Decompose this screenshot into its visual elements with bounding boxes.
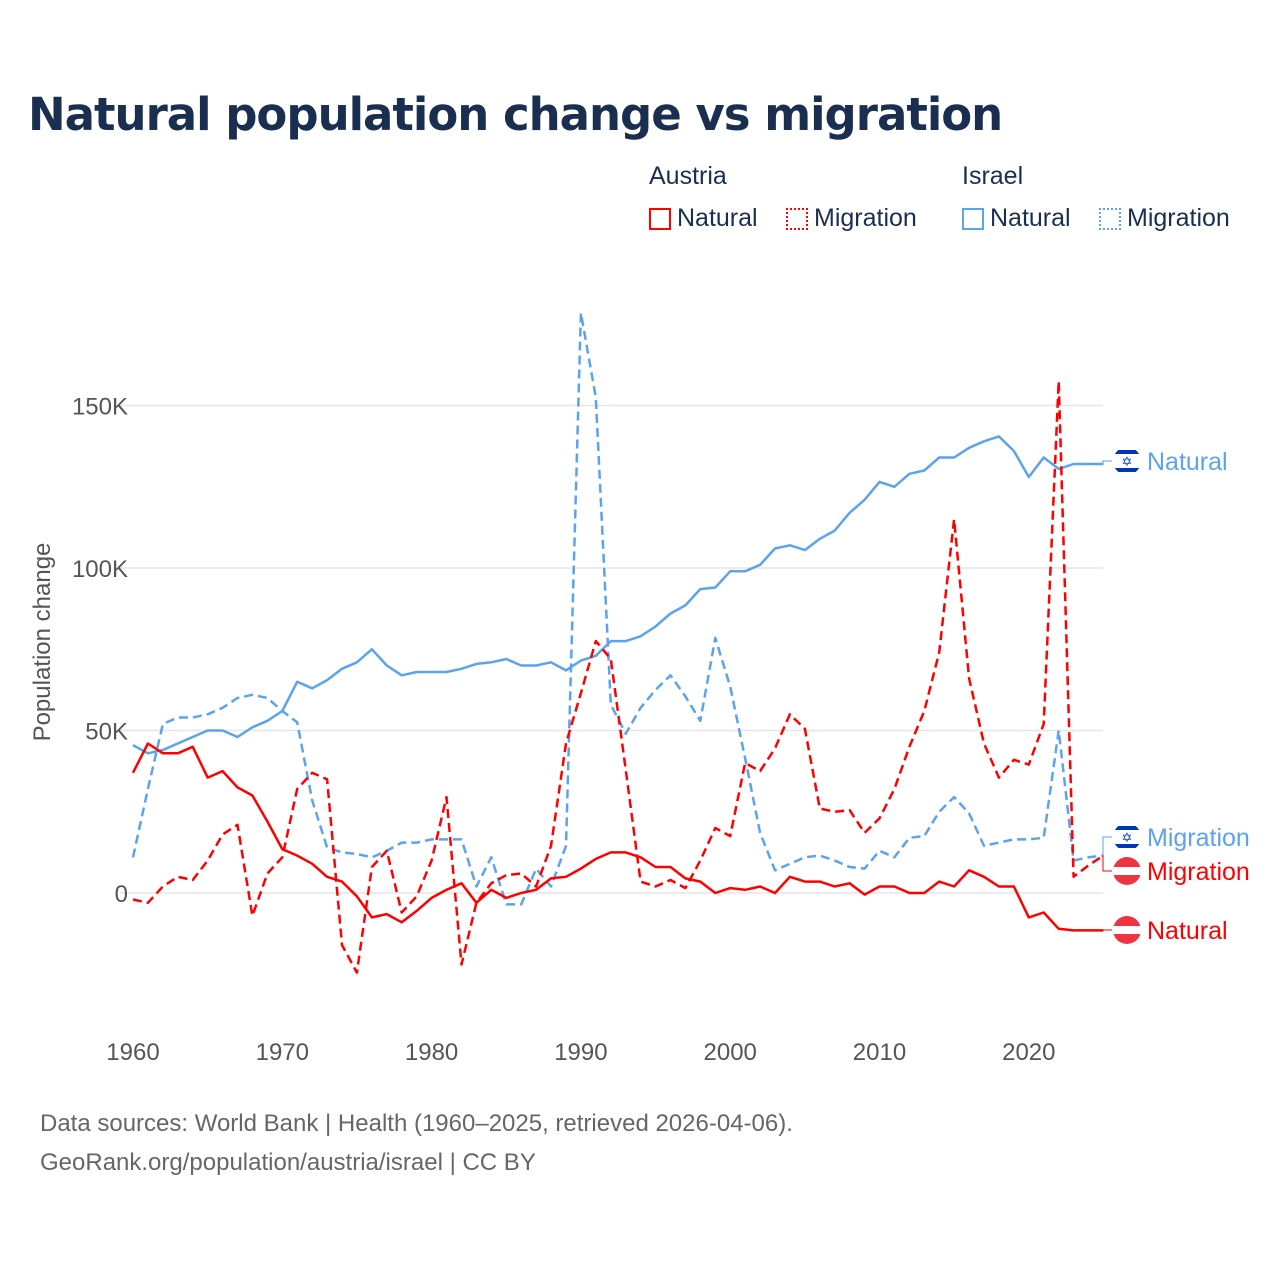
flag-stripe bbox=[1113, 926, 1141, 934]
flag-stripe bbox=[1113, 450, 1141, 454]
end-label-israel-migration: Migration bbox=[1147, 824, 1250, 852]
austria-flag-icon bbox=[1113, 857, 1141, 885]
legend-label: Natural bbox=[677, 204, 758, 232]
legend-label: Migration bbox=[814, 204, 917, 232]
end-label-israel-natural: Natural bbox=[1147, 448, 1228, 476]
label-connector bbox=[1102, 836, 1112, 857]
footer-attribution: GeoRank.org/population/austria/israel | … bbox=[40, 1149, 536, 1176]
legend-swatch-solid bbox=[649, 207, 671, 230]
legend-austria-natural[interactable]: Natural bbox=[649, 204, 758, 233]
legend-label: Migration bbox=[1127, 204, 1230, 232]
israel-flag-icon: ✡ bbox=[1113, 447, 1141, 475]
flag-stripe bbox=[1113, 468, 1141, 472]
x-tick-label: 1960 bbox=[106, 1039, 159, 1066]
flag-stripe bbox=[1113, 844, 1141, 848]
label-connector bbox=[1102, 460, 1112, 465]
x-tick-label: 2020 bbox=[1002, 1039, 1055, 1066]
flag-stripe bbox=[1113, 826, 1141, 830]
end-label-austria-natural: Natural bbox=[1147, 917, 1228, 945]
legend-group-austria: Austria bbox=[649, 162, 727, 190]
x-tick-label: 1980 bbox=[405, 1039, 458, 1066]
star-of-david: ✡ bbox=[1122, 454, 1133, 469]
austria-flag-icon bbox=[1113, 916, 1141, 944]
x-tick-label: 1970 bbox=[256, 1039, 309, 1066]
star-of-david: ✡ bbox=[1122, 830, 1133, 845]
legend-label: Natural bbox=[990, 204, 1071, 232]
y-tick-label: 100K bbox=[72, 556, 128, 583]
y-tick-label: 0 bbox=[115, 881, 128, 908]
chart-title: Natural population change vs migration bbox=[28, 88, 1003, 141]
label-connector bbox=[1102, 855, 1112, 872]
x-tick-label: 2000 bbox=[704, 1039, 757, 1066]
legend-swatch-dotted bbox=[1099, 207, 1121, 230]
legend-swatch-dotted bbox=[786, 207, 808, 230]
israel-flag-icon: ✡ bbox=[1113, 823, 1141, 851]
series-austria-natural bbox=[131, 742, 1104, 932]
x-tick-label: 2010 bbox=[853, 1039, 906, 1066]
legend-israel-natural[interactable]: Natural bbox=[962, 204, 1071, 233]
y-axis-label: Population change bbox=[29, 543, 56, 742]
x-tick-label: 1990 bbox=[554, 1039, 607, 1066]
y-tick-label: 50K bbox=[85, 719, 128, 746]
legend-austria-migration[interactable]: Migration bbox=[786, 204, 917, 233]
flag-stripe bbox=[1113, 867, 1141, 875]
footer-sources: Data sources: World Bank | Health (1960–… bbox=[40, 1110, 793, 1137]
series-israel-migration bbox=[131, 311, 1104, 906]
legend-swatch-solid bbox=[962, 207, 984, 230]
y-tick-label: 150K bbox=[72, 394, 128, 421]
series-israel-natural bbox=[132, 435, 1104, 755]
end-label-austria-migration: Migration bbox=[1147, 858, 1250, 886]
legend-group-israel: Israel bbox=[962, 162, 1024, 190]
legend-israel-migration[interactable]: Migration bbox=[1099, 204, 1230, 233]
